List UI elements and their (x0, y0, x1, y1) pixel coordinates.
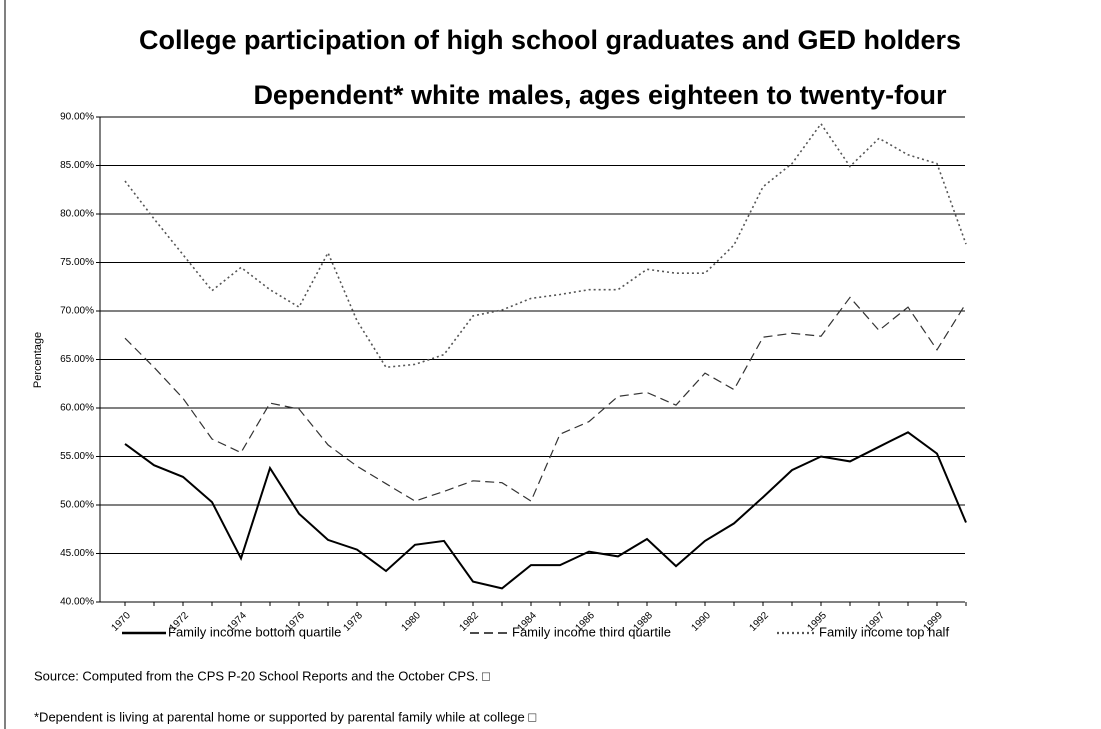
y-tick-label: 40.00% (60, 597, 94, 608)
legend-label: Family income bottom quartile (168, 624, 341, 639)
y-tick-label: 55.00% (60, 451, 94, 462)
legend-label: Family income third quartile (512, 624, 671, 639)
y-tick-label: 75.00% (60, 257, 94, 268)
x-tick-label: 1990 (689, 610, 713, 634)
source-note: Source: Computed from the CPS P-20 Schoo… (34, 668, 490, 683)
x-tick-label: 1970 (109, 610, 133, 634)
y-tick-label: 85.00% (60, 160, 94, 171)
y-tick-label: 60.00% (60, 403, 94, 414)
y-tick-label: 45.00% (60, 548, 94, 559)
y-tick-label: 50.00% (60, 500, 94, 511)
y-tick-label: 70.00% (60, 306, 94, 317)
chart-subtitle: Dependent* white males, ages eighteen to… (253, 80, 947, 110)
x-tick-label: 1992 (747, 610, 771, 634)
y-tick-label: 80.00% (60, 209, 94, 220)
x-tick-label: 1978 (341, 610, 365, 634)
series-line (124, 122, 967, 369)
chart-title: College participation of high school gra… (139, 25, 961, 55)
x-tick-label: 1982 (457, 610, 481, 634)
series-line (124, 296, 967, 502)
legend-label: Family income top half (819, 624, 949, 639)
x-tick-label: 1980 (399, 610, 423, 634)
y-tick-label: 65.00% (60, 354, 94, 365)
y-axis-label: Percentage (32, 332, 44, 388)
footnote: *Dependent is living at parental home or… (34, 709, 536, 724)
y-tick-label: 90.00% (60, 112, 94, 123)
series-line (124, 431, 967, 590)
